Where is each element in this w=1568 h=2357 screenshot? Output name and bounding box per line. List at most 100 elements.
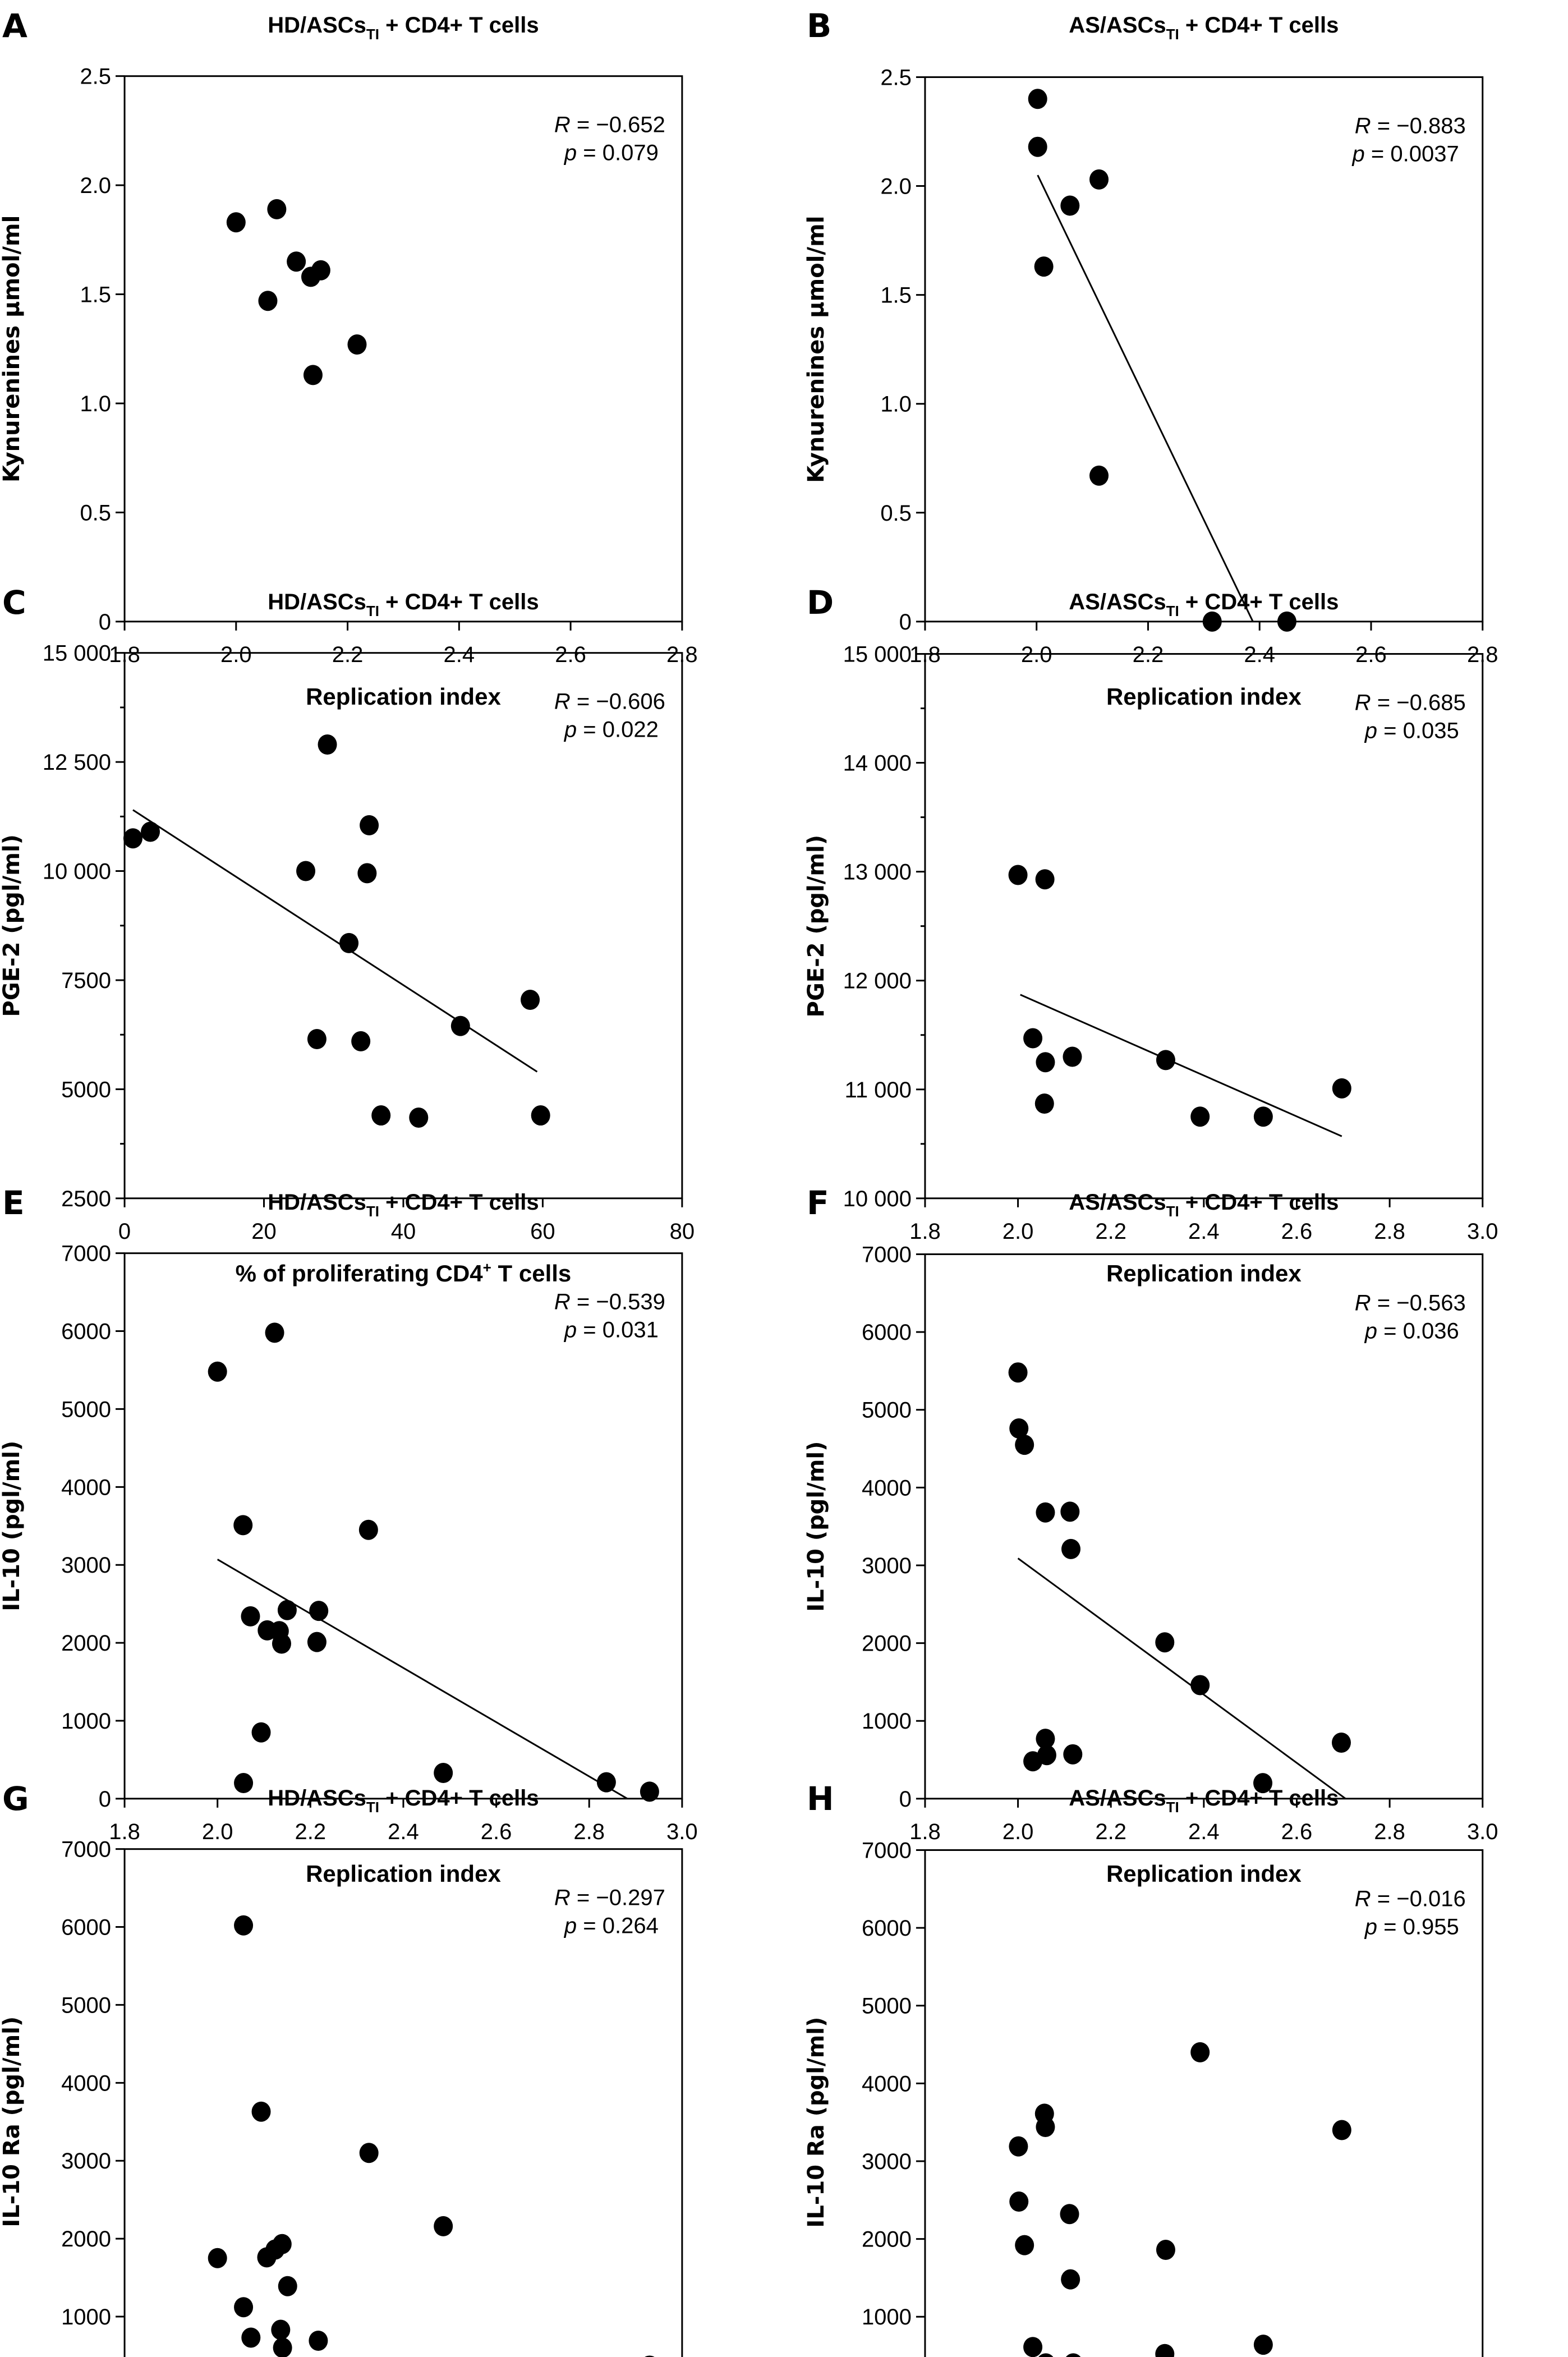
data-point [233,1515,253,1536]
x-tick-label: 2.0 [1003,1219,1034,1244]
y-tick-label: 3000 [862,1554,912,1578]
y-axis-label: Kynurenines μmol/ml [803,216,829,483]
y-tick-label: 5000 [862,1398,912,1423]
data-point [1060,1501,1080,1522]
chart-title: AS/ASCsTI + CD4+ T cells [1069,13,1339,43]
data-point [359,2143,379,2163]
x-tick-label: 20 [251,1219,277,1244]
x-tick-label: 60 [530,1219,555,1244]
y-tick-label: 2000 [61,2227,111,2252]
y-tick-label: 0 [99,610,111,635]
x-tick-label: 1.8 [909,1219,941,1244]
regression-line [217,1559,628,1800]
data-point [640,1781,659,1802]
y-tick-label: 1.0 [880,392,912,417]
y-tick-label: 15 000 [843,642,912,667]
data-point [271,2319,291,2340]
data-point [351,1031,371,1051]
data-point [1061,2269,1080,2290]
data-point [234,1773,254,1794]
data-point [1332,1078,1351,1099]
y-tick-label: 3000 [61,2149,111,2174]
data-point [409,1107,429,1128]
y-tick-label: 2000 [61,1631,111,1656]
x-tick-label: 2.4 [1188,1820,1220,1844]
stat-p: p = 0.264 [564,1914,659,1938]
y-tick-label: 12 500 [43,750,111,775]
data-point [318,734,337,755]
data-point [1035,869,1055,890]
data-point [1034,256,1054,277]
y-axis-label: IL-10 (pgl/ml) [803,1441,829,1612]
x-tick-label: 2.8 [1374,1219,1405,1244]
regression-line [132,809,538,1073]
x-tick-label: 2.8 [573,1820,605,1844]
y-tick-label: 1.5 [880,283,912,308]
data-point [450,1016,470,1036]
y-tick-label: 1000 [61,2305,111,2330]
y-tick-label: 2000 [862,2227,912,2252]
data-point [1065,2353,1081,2357]
x-tick-label: 2.6 [555,642,586,667]
data-point [339,932,359,953]
data-point [1063,1744,1083,1765]
data-point [1009,2191,1029,2212]
stat-r: R = −0.297 [554,1886,665,1910]
chart-title: HD/ASCsTI + CD4+ T cells [268,590,539,619]
y-tick-label: 0 [99,1787,111,1812]
data-point [434,1762,453,1783]
x-tick-label: 2.4 [1188,1219,1220,1244]
y-tick-label: 15 000 [43,641,111,666]
y-tick-label: 6000 [862,1916,912,1941]
y-tick-label: 10 000 [843,1187,912,1211]
regression-line [1017,1557,1346,1800]
data-point [273,2337,292,2357]
data-point [1190,1675,1210,1696]
x-axis-label: Replication index [306,683,501,710]
panel-letter: A [2,7,27,45]
x-tick-label: 3.0 [1467,1219,1498,1244]
data-point [1023,1028,1043,1049]
data-point [1190,2042,1210,2062]
chart-title: AS/ASCsTI + CD4+ T cells [1069,1190,1339,1220]
y-tick-label: 1.5 [80,283,111,307]
data-point [241,2327,261,2348]
data-point [1036,1502,1055,1523]
scatter-plot-c: C HD/ASCsTI + CD4+ T cells 2500 5000 7500 10 … [0,583,695,1287]
panel-h: H AS/ASCsTI + CD4+ T cells 0 1000 2000 3000 40… [784,1773,1568,2357]
data-point [226,212,246,233]
data-point [1060,2204,1079,2225]
data-point [1036,1052,1055,1073]
data-point [141,821,160,842]
y-tick-label: 0 [899,610,912,635]
x-tick-label: 2.4 [388,1820,419,1844]
y-tick-label: 6000 [61,1915,111,1940]
stat-p: p = 0.955 [1364,1914,1459,1939]
data-point [311,260,330,281]
y-tick-label: 1000 [862,1709,912,1734]
y-tick-label: 1.0 [80,392,111,416]
panel-letter: F [807,1184,829,1222]
data-point [521,989,540,1010]
stat-r: R = −0.606 [554,690,665,714]
data-point [1023,2337,1043,2357]
x-tick-label: 2.4 [444,642,475,667]
regression-line [1037,174,1254,622]
data-point [296,861,316,881]
panel-b: B AS/ASCsTI + CD4+ T cells 0 0.5 1.0 1.5 2.0 2.… [784,0,1568,710]
y-tick-label: 2500 [61,1187,111,1211]
x-tick-label: 3.0 [666,1820,698,1844]
scatter-plot-b: B AS/ASCsTI + CD4+ T cells 0 0.5 1.0 1.5 2.0 2.… [803,7,1498,710]
y-tick-label: 13 000 [843,860,912,885]
data-point [1034,1093,1054,1114]
stat-p: p = 0.022 [564,718,659,742]
stat-p: p = 0.031 [564,1318,659,1343]
x-tick-label: 2.6 [1281,1820,1313,1844]
scatter-plot-e: E HD/ASCsTI + CD4+ T cells 0 1000 2000 3000 40… [0,1184,698,1887]
plot-frame [123,1848,683,2357]
stat-p: p = 0.036 [1364,1318,1459,1343]
y-tick-label: 2.5 [80,65,111,89]
data-point [1156,1050,1175,1070]
data-point [1008,865,1028,885]
chart-title: HD/ASCsTI + CD4+ T cells [268,13,539,43]
